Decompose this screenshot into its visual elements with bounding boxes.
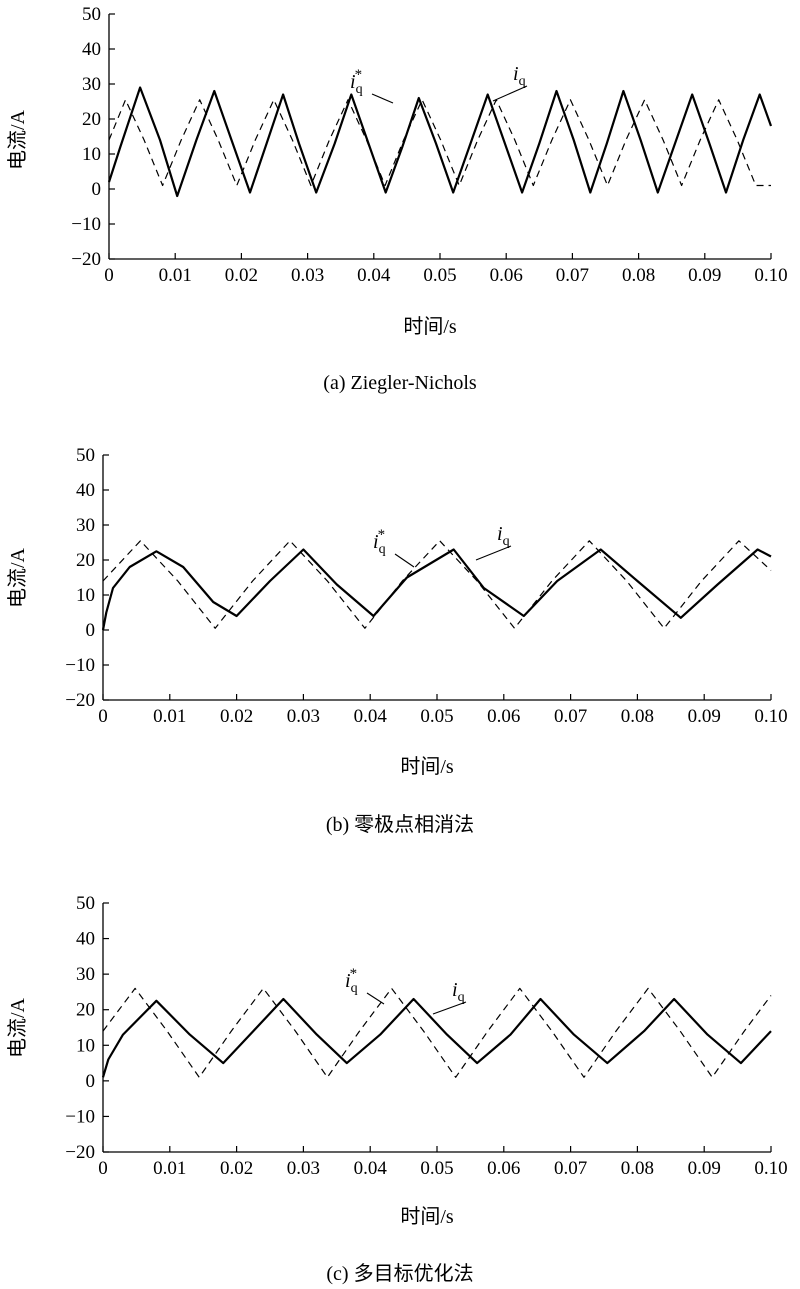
y-tick-label: 30 (76, 515, 95, 536)
annotation-leader-line (366, 992, 385, 1005)
series-label-iq-star: iq* (350, 67, 363, 97)
x-tick-label: 0.09 (688, 706, 721, 727)
y-axis-label: 电流/A (6, 109, 29, 170)
x-tick-label: 0.04 (357, 265, 391, 286)
x-tick-label: 0.04 (354, 706, 388, 727)
x-tick-label: 0.03 (291, 265, 324, 286)
annotation-leader-line (394, 553, 415, 568)
y-tick-label: −20 (71, 249, 101, 270)
y-tick-label: −20 (65, 1142, 95, 1163)
y-tick-label: 10 (76, 585, 95, 606)
chart-panel-2: −20 −10 0 10 20 30 40 50 0 0.01 0.02 0.03 0.04 0.05 0.… (6, 893, 788, 1285)
annotation-leader-line (371, 93, 394, 104)
x-tick-label: 0.03 (287, 706, 320, 727)
chart-caption: (a) Ziegler-Nichols (323, 372, 477, 394)
x-tick-label: 0.10 (754, 706, 787, 727)
y-tick-label: 50 (82, 4, 101, 25)
x-tick-label: 0 (98, 706, 108, 727)
x-tick-label: 0.02 (220, 706, 253, 727)
x-tick-label: 0.03 (287, 1158, 320, 1179)
x-tick-label: 0.06 (490, 265, 523, 286)
annotation-leader-line (492, 85, 528, 102)
x-tick-label: 0.09 (688, 1158, 721, 1179)
series-line-reference (108, 99, 771, 187)
y-tick-label: 40 (76, 929, 95, 950)
x-tick-label: 0.07 (556, 265, 589, 286)
series-line-actual (101, 997, 772, 1078)
series-label-iq: iq (513, 63, 526, 89)
chart-panel-1: −20 −10 0 10 20 30 40 50 0 0.01 0.02 0.03 0.04 0.05 0.… (6, 445, 788, 836)
y-tick-label: 0 (86, 620, 96, 641)
y-tick-label: −20 (65, 690, 95, 711)
x-tick-label: 0.01 (153, 706, 186, 727)
series-line-reference (102, 540, 772, 629)
annotation-leader-line (475, 545, 512, 561)
x-axis-label: 时间/s (400, 755, 454, 778)
y-tick-label: 20 (76, 1000, 95, 1021)
y-tick-label: −10 (65, 1106, 95, 1127)
y-tick-label: −10 (71, 214, 101, 235)
x-tick-label: 0.01 (159, 265, 192, 286)
y-tick-label: 0 (86, 1071, 96, 1092)
x-tick-label: 0.05 (420, 706, 453, 727)
x-tick-label: 0.09 (688, 265, 721, 286)
x-tick-label: 0.01 (153, 1158, 186, 1179)
x-tick-label: 0.05 (423, 265, 456, 286)
series-label-iq: iq (452, 979, 465, 1005)
y-tick-label: 40 (82, 39, 101, 60)
x-tick-label: 0.05 (420, 1158, 453, 1179)
x-tick-label: 0.06 (487, 1158, 520, 1179)
y-tick-label: −10 (65, 655, 95, 676)
y-axis-label: 电流/A (6, 547, 29, 608)
x-tick-label: 0.10 (754, 1158, 787, 1179)
y-tick-label: 10 (76, 1035, 95, 1056)
x-tick-label: 0 (98, 1158, 108, 1179)
y-tick-label: 50 (76, 893, 95, 914)
y-tick-label: 20 (82, 109, 101, 130)
x-tick-label: 0 (104, 265, 114, 286)
chart-panel-0: −20 −10 0 10 20 30 40 50 0 0.01 0.02 0.03 0.04 0.05 0.… (6, 4, 788, 394)
x-tick-label: 0.07 (554, 1158, 587, 1179)
y-tick-label: 30 (76, 964, 95, 985)
x-tick-label: 0.08 (621, 706, 654, 727)
y-tick-label: 50 (76, 445, 95, 466)
series-label-iq-star: iq* (345, 966, 358, 996)
x-tick-label: 0.06 (487, 706, 520, 727)
x-tick-label: 0.02 (225, 265, 258, 286)
x-axis-label: 时间/s (400, 1205, 454, 1228)
x-tick-label: 0.08 (621, 1158, 654, 1179)
chart-caption: (b) 零极点相消法 (326, 813, 474, 836)
series-line-actual (107, 86, 773, 198)
chart-caption: (c) 多目标优化法 (326, 1262, 473, 1285)
annotation-leader-line (432, 1001, 467, 1015)
x-tick-label: 0.08 (622, 265, 655, 286)
x-tick-label: 0.07 (554, 706, 587, 727)
y-tick-label: 20 (76, 550, 95, 571)
y-tick-label: 30 (82, 74, 101, 95)
x-axis-label: 时间/s (403, 315, 457, 338)
y-tick-label: 0 (92, 179, 102, 200)
y-axis-label: 电流/A (6, 997, 29, 1058)
y-tick-label: 40 (76, 480, 95, 501)
x-tick-label: 0.02 (220, 1158, 253, 1179)
series-label-iq-star: iq* (373, 527, 386, 557)
series-line-actual (101, 548, 772, 631)
series-label-iq: iq (497, 523, 510, 549)
y-tick-label: 10 (82, 144, 101, 165)
x-tick-label: 0.04 (354, 1158, 388, 1179)
x-tick-label: 0.10 (754, 265, 787, 286)
